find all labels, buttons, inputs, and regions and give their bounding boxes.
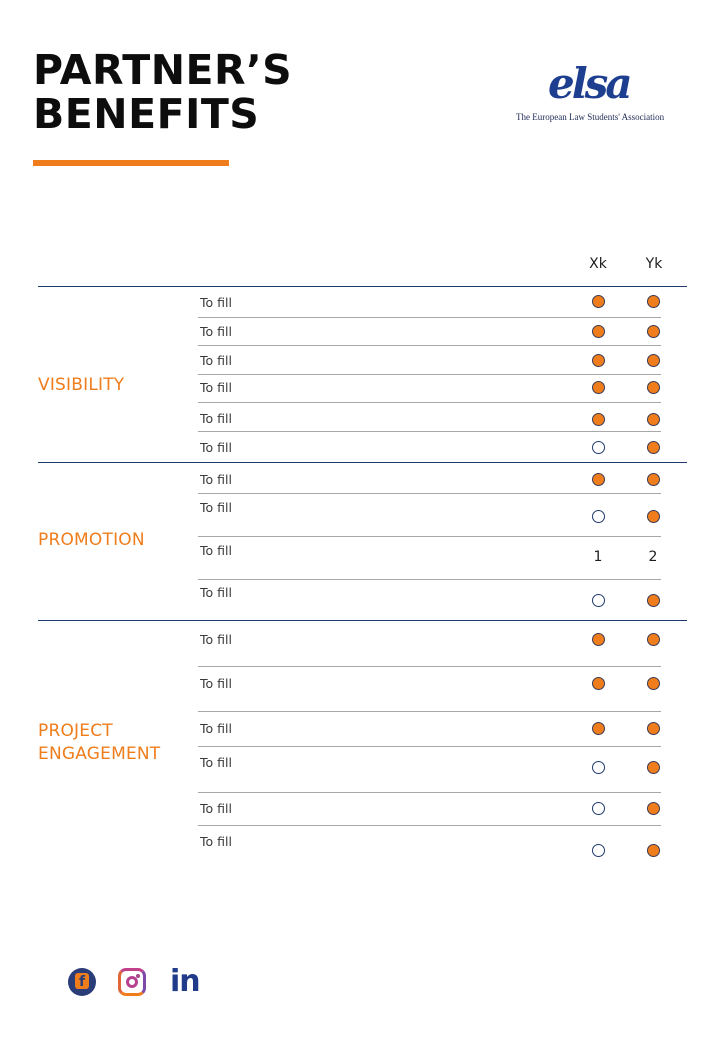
filled-dot-icon xyxy=(592,633,605,646)
row-label: To fill xyxy=(200,295,232,310)
title-line-1: PARTNER’S xyxy=(33,46,293,94)
filled-dot-icon xyxy=(592,473,605,486)
section-label-project-engagement: PROJECT ENGAGEMENT xyxy=(38,720,188,766)
section-label-promotion: PROMOTION xyxy=(38,530,145,550)
elsa-logo-tagline: The European Law Students' Association xyxy=(516,112,665,122)
row-divider xyxy=(198,746,661,747)
filled-dot-icon xyxy=(647,295,660,308)
row-label: To fill xyxy=(200,353,232,368)
row-label: To fill xyxy=(200,500,232,515)
empty-dot-icon xyxy=(592,761,605,774)
instagram-icon[interactable] xyxy=(118,968,146,996)
xk-count-value: 1 xyxy=(593,549,603,565)
empty-dot-icon xyxy=(592,844,605,857)
row-divider xyxy=(198,374,661,375)
row-label: To fill xyxy=(200,676,232,691)
title-accent-bar xyxy=(33,160,229,166)
filled-dot-icon xyxy=(647,473,660,486)
filled-dot-icon xyxy=(647,633,660,646)
row-label: To fill xyxy=(200,543,232,558)
row-label: To fill xyxy=(200,755,232,770)
filled-dot-icon xyxy=(592,413,605,426)
yk-count-value: 2 xyxy=(648,549,658,565)
filled-dot-icon xyxy=(592,677,605,690)
filled-dot-icon xyxy=(647,381,660,394)
row-divider xyxy=(198,711,661,712)
section-label-visibility: VISIBILITY xyxy=(38,375,125,395)
title-line-2: BENEFITS xyxy=(33,90,260,138)
filled-dot-icon xyxy=(647,594,660,607)
row-divider xyxy=(198,402,661,403)
row-divider xyxy=(198,825,661,826)
linkedin-icon[interactable]: in xyxy=(170,964,201,999)
row-label: To fill xyxy=(200,801,232,816)
elsa-logo-mark: elsa xyxy=(548,59,633,108)
row-divider xyxy=(198,317,661,318)
filled-dot-icon xyxy=(647,510,660,523)
row-divider xyxy=(198,345,661,346)
filled-dot-icon xyxy=(647,441,660,454)
section-label-line-2: ENGAGEMENT xyxy=(38,744,161,764)
row-divider xyxy=(198,579,661,580)
empty-dot-icon xyxy=(592,594,605,607)
row-divider xyxy=(198,792,661,793)
filled-dot-icon xyxy=(647,802,660,815)
facebook-icon[interactable] xyxy=(68,968,96,996)
filled-dot-icon xyxy=(647,761,660,774)
row-divider xyxy=(198,493,661,494)
filled-dot-icon xyxy=(647,722,660,735)
filled-dot-icon xyxy=(647,677,660,690)
empty-dot-icon xyxy=(592,510,605,523)
filled-dot-icon xyxy=(647,354,660,367)
section-label-line-1: PROJECT xyxy=(38,721,113,741)
row-label: To fill xyxy=(200,411,232,426)
empty-dot-icon xyxy=(592,441,605,454)
filled-dot-icon xyxy=(592,354,605,367)
row-divider xyxy=(198,666,661,667)
row-label: To fill xyxy=(200,440,232,455)
column-header-yk: Yk xyxy=(645,256,663,272)
row-label: To fill xyxy=(200,721,232,736)
row-label: To fill xyxy=(200,380,232,395)
filled-dot-icon xyxy=(647,844,660,857)
row-label: To fill xyxy=(200,472,232,487)
column-header-xk: Xk xyxy=(589,256,607,272)
page-title: PARTNER’S BENEFITS xyxy=(33,48,292,136)
section-divider xyxy=(38,462,687,463)
filled-dot-icon xyxy=(592,381,605,394)
filled-dot-icon xyxy=(592,722,605,735)
row-label: To fill xyxy=(200,585,232,600)
filled-dot-icon xyxy=(647,325,660,338)
row-divider xyxy=(198,536,661,537)
empty-dot-icon xyxy=(592,802,605,815)
row-label: To fill xyxy=(200,324,232,339)
section-divider xyxy=(38,286,687,287)
filled-dot-icon xyxy=(647,413,660,426)
section-divider xyxy=(38,620,687,621)
elsa-logo: elsa The European Law Students' Associat… xyxy=(510,62,682,128)
row-divider xyxy=(198,431,661,432)
row-label: To fill xyxy=(200,834,232,849)
row-label: To fill xyxy=(200,632,232,647)
filled-dot-icon xyxy=(592,325,605,338)
filled-dot-icon xyxy=(592,295,605,308)
